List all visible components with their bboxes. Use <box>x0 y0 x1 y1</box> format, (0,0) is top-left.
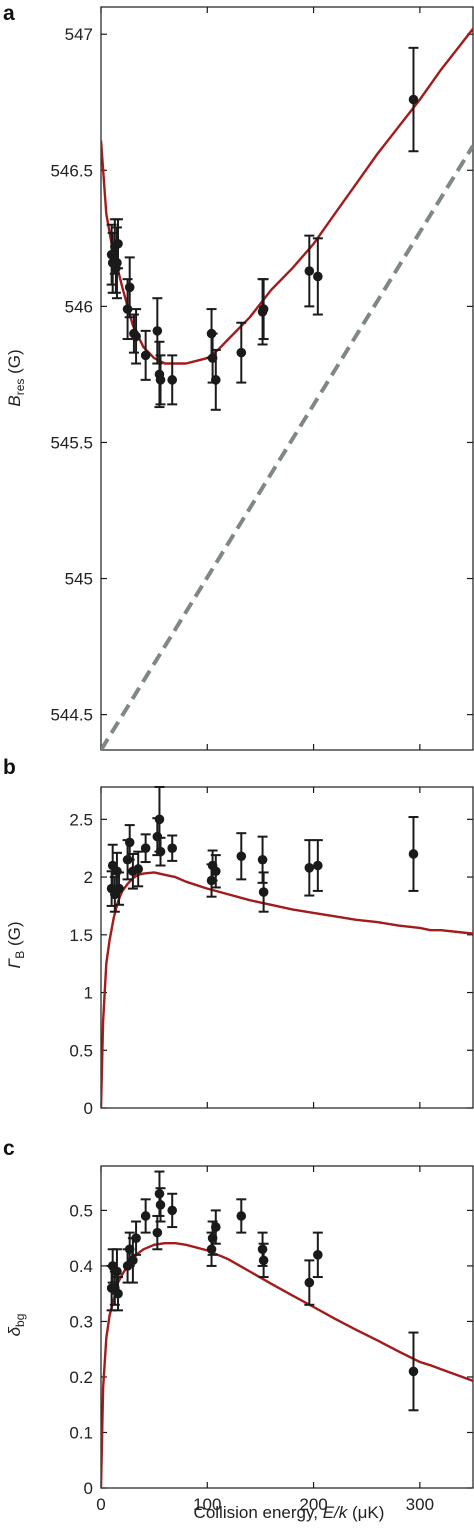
panel-c: 0 0.1 0.2 0.3 0.4 0.5 0 100 200 300 <box>69 1165 474 1514</box>
panel-a-ytick-label: 544.5 <box>50 706 93 725</box>
panel-c-data-point <box>131 1233 141 1243</box>
panel-a-data-point <box>258 304 269 314</box>
panel-b: 0 0.5 1 1.5 2 2.5 <box>69 786 474 1118</box>
panel-b-data-point <box>304 863 315 873</box>
panel-c-ytick-label: 0.5 <box>69 1201 93 1220</box>
panel-a-ytick-label: 545 <box>65 570 93 589</box>
panel-c-data-point <box>304 1277 315 1288</box>
panel-a-ytick-label: 545.5 <box>50 433 93 452</box>
panel-a-frame <box>100 6 474 751</box>
panel-b-data-point <box>313 860 323 871</box>
x-tick-label: 100 <box>193 1495 221 1514</box>
panel-a-ytick-label: 546.5 <box>50 161 93 180</box>
panel-a-data-point <box>167 375 178 385</box>
panel-a-data-point <box>210 375 221 385</box>
panel-c-data-point <box>128 1255 138 1266</box>
panel-c-ytick-label: 0.4 <box>69 1257 93 1276</box>
panel-b-fit-curve <box>101 871 473 1108</box>
x-tick-label: 300 <box>406 1495 434 1514</box>
panel-b-data-point <box>257 854 268 865</box>
panel-c-data-point <box>257 1244 268 1255</box>
panel-b-data-point <box>114 883 124 894</box>
x-tick-label: 0 <box>96 1495 105 1514</box>
panel-letter-a: a <box>3 2 15 25</box>
panel-c-data-point <box>236 1211 247 1221</box>
panel-a-data-point <box>124 282 135 293</box>
panel-b-ytick-label: 1 <box>84 984 93 1003</box>
panel-c-data-point <box>313 1250 323 1260</box>
panel-c-data-point <box>206 1244 217 1255</box>
panel-b-ytick-label: 0 <box>84 1099 93 1118</box>
panel-a-data-point <box>304 266 315 276</box>
panel-b-data-point <box>140 843 151 853</box>
panel-b-data-point <box>236 851 247 862</box>
panel-letter-c: c <box>3 1137 15 1160</box>
panel-c-data-point <box>152 1227 163 1238</box>
panel-b-ytick-label: 2.5 <box>69 810 93 829</box>
panel-a-data-point <box>152 326 163 336</box>
panel-a-data-point <box>112 258 122 268</box>
panel-c-data-point <box>112 1266 122 1277</box>
panel-c-frame <box>100 1165 474 1489</box>
panel-a-dashed-line <box>101 144 473 750</box>
panel-a-ytick-label: 546 <box>65 297 93 316</box>
panel-c-y-label: δbg <box>5 1314 27 1337</box>
panel-b-data-point <box>210 866 221 877</box>
panel-a-data-point <box>313 271 323 282</box>
panel-a-data-point <box>236 347 247 358</box>
x-axis-label: Collision energy, E/k (μK) <box>194 1503 385 1522</box>
panel-a-data-point <box>155 375 166 385</box>
panel-a-ytick-label: 547 <box>65 25 93 44</box>
panel-c-ytick-label: 0 <box>84 1479 93 1498</box>
panel-b-data-point <box>133 864 143 874</box>
panel-c-data-point <box>408 1366 419 1377</box>
panel-a-data-point <box>408 94 419 105</box>
panel-b-data-point <box>124 837 135 848</box>
panel-b-data-point <box>408 849 419 859</box>
panel-a-data-point <box>113 238 123 249</box>
panel-b-ytick-label: 0.5 <box>69 1041 93 1060</box>
x-tick-label: 200 <box>299 1495 327 1514</box>
panel-a-data-point <box>140 350 151 361</box>
panel-a-data-point <box>122 304 133 314</box>
panel-a: 544.5 545 545.5 546 546.5 547 <box>50 6 474 751</box>
panel-c-data-point <box>210 1222 221 1232</box>
panel-a-y-label: Bres (G) <box>5 349 27 406</box>
panel-b-data-point <box>258 887 269 897</box>
panel-c-data-point <box>155 1200 166 1210</box>
panel-c-data-point <box>113 1288 123 1299</box>
panel-c-data-point <box>140 1211 151 1221</box>
panel-b-frame <box>100 786 474 1109</box>
panel-c-ytick-label: 0.3 <box>69 1312 93 1331</box>
panel-c-data-point <box>154 1188 165 1199</box>
panel-c-fit-curve <box>101 1241 473 1488</box>
panel-c-ytick-label: 0.2 <box>69 1368 93 1387</box>
panel-c-ytick-label: 0.1 <box>69 1423 93 1442</box>
panel-b-data-point <box>167 843 178 853</box>
panel-c-data-point <box>258 1255 269 1266</box>
panel-a-data-point <box>131 331 141 342</box>
panel-letter-b: b <box>3 756 16 779</box>
panel-b-data-point <box>154 814 165 825</box>
panel-b-ytick-label: 2 <box>84 868 93 887</box>
panel-b-ytick-label: 1.5 <box>69 926 93 945</box>
panel-b-data-point <box>112 866 122 877</box>
panel-c-data-point <box>167 1205 178 1216</box>
panel-b-y-label: ΓB (G) <box>5 922 27 969</box>
panel-b-data-point <box>155 846 166 857</box>
